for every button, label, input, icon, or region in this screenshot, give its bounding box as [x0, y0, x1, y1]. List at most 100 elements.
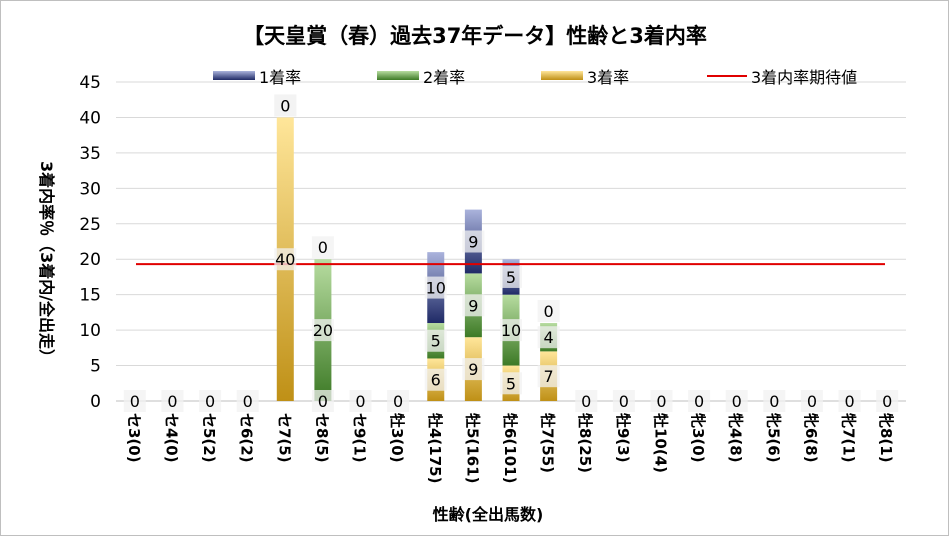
y-tick-label: 15 [79, 286, 101, 306]
x-tick-label: 牝4(8) [727, 413, 745, 463]
data-label: 0 [694, 392, 704, 411]
data-label-bg [387, 390, 410, 412]
data-label: 0 [769, 392, 779, 411]
x-tick-label: 牡9(3) [614, 413, 632, 463]
y-tick-label: 45 [79, 73, 101, 93]
x-tick-label: 牡3(0) [388, 413, 406, 463]
data-label-bg [462, 230, 485, 253]
data-label: 0 [544, 302, 554, 321]
y-tick-label: 5 [90, 357, 101, 377]
x-tick-label: 牡6(101) [501, 413, 519, 483]
data-label: 7 [544, 367, 554, 386]
data-label: 0 [393, 392, 403, 411]
data-label: 40 [275, 250, 295, 269]
x-tick-label: 牝5(6) [764, 413, 782, 463]
data-label: 0 [882, 392, 892, 411]
data-label-bg [876, 390, 899, 412]
data-label-bg [500, 319, 522, 342]
data-label: 6 [431, 371, 441, 390]
data-label: 0 [581, 392, 591, 411]
data-label: 4 [544, 328, 554, 347]
data-label: 0 [732, 392, 742, 411]
x-tick-label: 牝6(8) [802, 413, 820, 463]
data-label: 0 [167, 392, 177, 411]
data-label-bg [462, 294, 485, 317]
data-label: 0 [205, 392, 215, 411]
x-tick-label: 牡4(175) [426, 413, 444, 483]
data-label-bg [349, 390, 372, 412]
data-label-bg [199, 390, 222, 412]
data-label: 0 [807, 392, 817, 411]
data-label-bg [236, 390, 259, 412]
x-tick-label: セ5(2) [200, 413, 218, 463]
data-label-bg [537, 365, 560, 388]
legend: 1着率 2着率 3着率 3着内率期待値 [213, 68, 857, 87]
data-label-bg [763, 390, 786, 412]
x-tick-label: 牝7(1) [840, 413, 858, 463]
data-label-bg [500, 372, 522, 395]
data-label-bg [123, 390, 146, 412]
data-label: 0 [619, 392, 629, 411]
data-label-bg [575, 390, 598, 412]
legend-label: 3着率 [587, 68, 629, 87]
data-label-bg [274, 94, 297, 117]
data-label-bg [424, 276, 447, 299]
y-axis-label: 3着内率％（3着内/全出走） [37, 161, 56, 365]
y-tick-label: 0 [90, 392, 101, 412]
data-label-bg [537, 326, 560, 349]
y-axis-ticks: 0 5 10 15 20 25 30 35 40 45 [79, 73, 101, 412]
data-label: 9 [468, 296, 478, 315]
data-label: 0 [844, 392, 854, 411]
y-tick-label: 35 [79, 144, 101, 164]
data-labels: 0000400002000065109995105740000000000 [123, 94, 899, 412]
x-tick-label: 牡7(55) [539, 413, 557, 473]
x-tick-label: 牡8(25) [576, 413, 594, 473]
data-label: 0 [243, 392, 253, 411]
data-label-bg [612, 390, 635, 412]
legend-label: 2着率 [423, 68, 465, 87]
data-label-bg [688, 390, 711, 412]
data-label-bg [424, 368, 447, 391]
x-tick-label: セ4(0) [162, 413, 180, 463]
data-label: 0 [355, 392, 365, 411]
x-tick-label: セ7(5) [275, 413, 293, 463]
legend-swatch [541, 71, 583, 80]
y-tick-label: 40 [79, 108, 101, 128]
data-label: 20 [313, 321, 333, 340]
x-tick-label: 牝3(0) [689, 413, 707, 463]
data-label: 9 [468, 233, 478, 252]
x-tick-label: セ6(2) [238, 413, 256, 463]
data-label-bg [838, 390, 861, 412]
data-label: 0 [130, 392, 140, 411]
x-tick-label: 牝8(1) [877, 413, 895, 463]
x-axis-label: 性齢(全出馬数) [433, 505, 544, 524]
data-label-bg [725, 390, 748, 412]
x-tick-label: 牡10(4) [651, 413, 669, 473]
data-label: 5 [431, 332, 441, 351]
data-label-bg [650, 390, 673, 412]
data-label: 10 [426, 279, 446, 298]
data-label: 0 [318, 238, 328, 257]
x-tick-label: セ9(1) [351, 413, 369, 463]
data-label: 0 [280, 96, 290, 115]
data-label-bg [462, 358, 485, 381]
data-label-bg [537, 300, 560, 323]
data-label-bg [311, 236, 334, 259]
data-label-bg [800, 390, 823, 412]
data-label-bg [311, 390, 334, 412]
data-label: 10 [501, 321, 521, 340]
legend-swatch [213, 71, 255, 80]
legend-label: 1着率 [259, 68, 301, 87]
y-tick-label: 30 [79, 179, 101, 199]
data-label-bg [274, 248, 297, 271]
data-label: 9 [468, 360, 478, 379]
legend-swatch [377, 71, 419, 80]
data-label: 5 [506, 268, 516, 287]
y-tick-label: 25 [79, 215, 101, 235]
data-label: 5 [506, 374, 516, 393]
data-label-bg [161, 390, 184, 412]
legend-label: 3着内率期待値 [751, 68, 857, 87]
data-label-bg [500, 265, 522, 288]
data-label-bg [424, 329, 447, 352]
